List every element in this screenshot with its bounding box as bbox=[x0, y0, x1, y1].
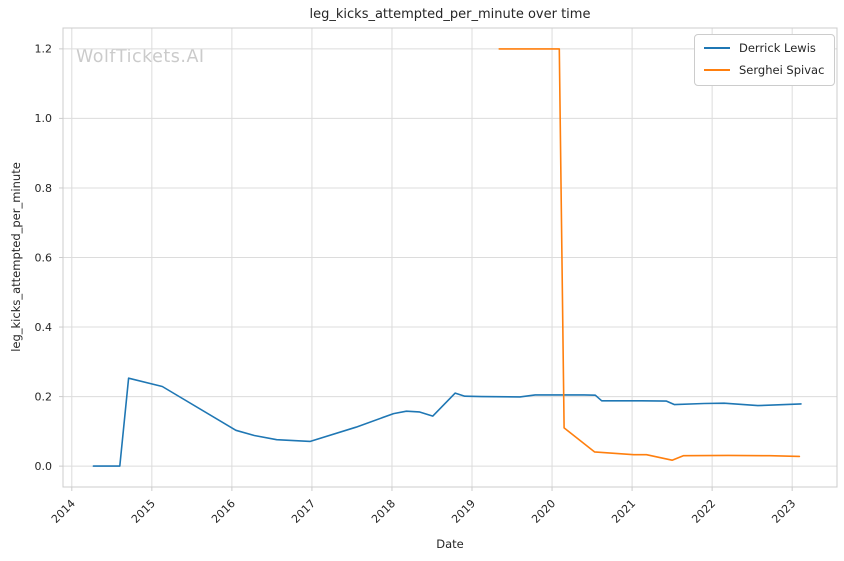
series-line-serghei-spivac bbox=[498, 48, 801, 462]
legend-line-swatch bbox=[704, 47, 730, 49]
x-tick-label: 2017 bbox=[289, 497, 318, 526]
y-tick-label: 1.0 bbox=[35, 112, 53, 125]
x-tick-label: 2021 bbox=[609, 497, 638, 526]
series-line-derrick-lewis bbox=[92, 377, 802, 467]
y-tick-label: 0.8 bbox=[35, 182, 53, 195]
x-tick-label: 2018 bbox=[369, 497, 398, 526]
x-tick-label: 2014 bbox=[49, 497, 78, 526]
watermark: WolfTickets.AI bbox=[76, 47, 205, 67]
legend: Derrick Lewis Serghei Spivac bbox=[694, 34, 836, 86]
y-tick-label: 0.2 bbox=[35, 390, 53, 403]
legend-entry-serghei-spivac: Serghei Spivac bbox=[704, 63, 824, 77]
x-tick-label: 2015 bbox=[129, 497, 158, 526]
x-tick-label: 2023 bbox=[769, 497, 798, 526]
chart-title: leg_kicks_attempted_per_minute over time bbox=[309, 7, 591, 22]
x-tick-label: 2022 bbox=[689, 497, 718, 526]
x-tick-label: 2019 bbox=[449, 497, 478, 526]
y-tick-label: 1.2 bbox=[35, 43, 53, 56]
y-tick-label: 0.6 bbox=[35, 251, 53, 264]
legend-label: Derrick Lewis bbox=[739, 41, 816, 55]
legend-label: Serghei Spivac bbox=[739, 63, 825, 77]
x-axis-label: Date bbox=[436, 537, 464, 551]
y-tick-label: 0.0 bbox=[35, 460, 53, 473]
x-tick-label: 2016 bbox=[209, 497, 238, 526]
legend-line-swatch bbox=[704, 69, 730, 71]
legend-entry-derrick-lewis: Derrick Lewis bbox=[704, 41, 824, 55]
y-tick-label: 0.4 bbox=[35, 321, 53, 334]
x-tick-label: 2020 bbox=[529, 497, 558, 526]
